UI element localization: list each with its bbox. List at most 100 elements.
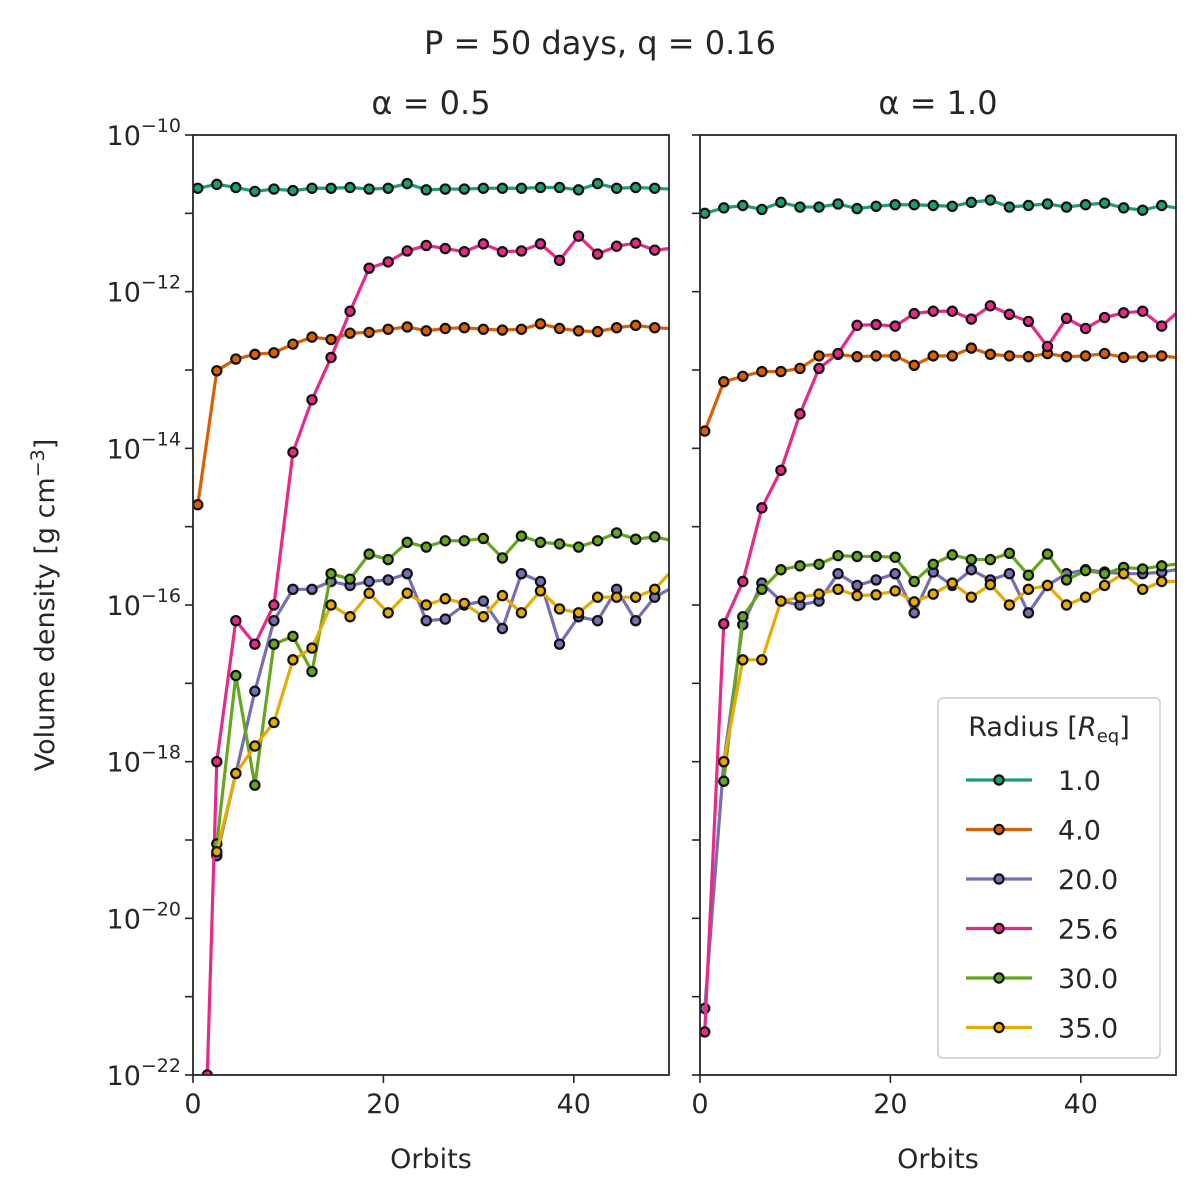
- data-point-20.0: [534, 575, 547, 588]
- data-point-35.0: [325, 599, 337, 611]
- data-point-35.0: [553, 603, 566, 615]
- data-point-1.0: [534, 181, 547, 194]
- data-point-25.6: [572, 230, 585, 242]
- data-point-35.0: [737, 654, 749, 666]
- data-point-35.0: [870, 589, 882, 601]
- data-point-30.0: [649, 531, 661, 543]
- data-point-4.0: [889, 350, 901, 362]
- data-point-1.0: [1003, 201, 1016, 213]
- data-point-35.0: [1136, 583, 1149, 596]
- data-point-4.0: [629, 319, 642, 332]
- legend-label: 20.0: [1058, 865, 1118, 896]
- legend-swatch-marker: [993, 922, 1005, 935]
- data-point-35.0: [1156, 575, 1168, 588]
- data-point-4.0: [515, 323, 528, 335]
- data-point-25.6: [965, 313, 978, 325]
- data-point-25.6: [1136, 305, 1149, 317]
- data-point-35.0: [794, 591, 806, 603]
- data-point-30.0: [610, 527, 623, 539]
- data-point-4.0: [477, 323, 490, 335]
- data-point-30.0: [534, 536, 547, 549]
- data-point-25.6: [325, 351, 337, 364]
- data-point-20.0: [249, 685, 261, 697]
- data-point-25.6: [201, 1069, 213, 1075]
- y-tick-label: 10−12: [107, 272, 181, 309]
- data-point-35.0: [832, 583, 844, 596]
- data-point-4.0: [649, 322, 661, 334]
- data-point-35.0: [1003, 599, 1016, 611]
- data-point-25.6: [458, 246, 471, 258]
- data-point-25.6: [1098, 311, 1111, 324]
- data-point-30.0: [439, 535, 451, 547]
- data-point-4.0: [553, 322, 566, 335]
- data-point-35.0: [211, 846, 223, 858]
- data-point-30.0: [401, 536, 413, 549]
- data-point-30.0: [477, 532, 490, 545]
- data-point-35.0: [649, 583, 661, 596]
- data-point-35.0: [363, 587, 375, 599]
- x-tick-label: 40: [557, 1089, 591, 1120]
- data-point-1.0: [477, 182, 490, 194]
- data-point-4.0: [946, 350, 958, 362]
- data-point-4.0: [1079, 350, 1092, 362]
- data-point-35.0: [1041, 579, 1054, 592]
- data-point-4.0: [1022, 350, 1035, 363]
- data-point-25.6: [591, 248, 604, 260]
- data-point-25.6: [363, 262, 375, 274]
- x-axis-label-panel-1: Orbits: [390, 1144, 472, 1175]
- data-point-4.0: [851, 350, 863, 363]
- data-point-20.0: [287, 583, 299, 596]
- legend-label: 35.0: [1058, 1014, 1118, 1045]
- data-point-20.0: [553, 638, 566, 650]
- data-point-30.0: [737, 611, 749, 623]
- data-point-1.0: [870, 200, 882, 212]
- data-point-35.0: [534, 585, 547, 597]
- data-point-35.0: [718, 755, 730, 768]
- data-point-4.0: [1117, 351, 1130, 364]
- data-point-30.0: [1156, 560, 1168, 572]
- data-point-35.0: [946, 577, 958, 589]
- data-point-25.6: [1060, 312, 1073, 324]
- data-point-25.6: [946, 305, 958, 317]
- x-tick-label: 0: [691, 1089, 708, 1120]
- data-point-4.0: [268, 347, 280, 359]
- data-point-1.0: [1098, 197, 1111, 209]
- data-point-1.0: [610, 182, 623, 194]
- data-point-1.0: [946, 200, 958, 212]
- data-point-35.0: [610, 591, 623, 603]
- data-point-30.0: [775, 564, 787, 576]
- data-point-35.0: [775, 595, 787, 607]
- data-point-35.0: [629, 591, 642, 603]
- data-point-35.0: [1060, 599, 1073, 611]
- data-point-35.0: [515, 607, 528, 619]
- panel-alpha-0.5: 10−22 10−20 10−18 10−16 10−14 10−12 10−10 0 20 40: [107, 115, 670, 1120]
- data-point-35.0: [572, 607, 585, 619]
- data-point-35.0: [382, 607, 394, 619]
- data-point-4.0: [382, 323, 394, 335]
- data-point-25.6: [515, 245, 528, 257]
- data-point-30.0: [1136, 563, 1149, 575]
- data-point-4.0: [193, 499, 204, 511]
- data-point-30.0: [515, 530, 528, 542]
- y-axis-label-close: ]: [30, 439, 61, 450]
- data-point-1.0: [927, 199, 939, 212]
- data-point-25.6: [439, 242, 451, 255]
- data-point-30.0: [1003, 547, 1016, 560]
- data-point-4.0: [439, 322, 451, 335]
- data-point-20.0: [591, 614, 604, 627]
- data-point-30.0: [268, 638, 280, 650]
- data-point-35.0: [927, 588, 939, 600]
- data-point-30.0: [306, 665, 318, 678]
- data-point-20.0: [477, 595, 490, 607]
- data-point-30.0: [718, 775, 730, 787]
- y-axis-label-text: Volume density [g cm: [30, 477, 61, 771]
- data-point-30.0: [572, 541, 585, 553]
- data-point-30.0: [420, 541, 432, 553]
- data-point-25.6: [1003, 308, 1016, 321]
- y-tick-label: 10−16: [107, 585, 181, 622]
- data-point-35.0: [249, 740, 261, 752]
- legend-label: 30.0: [1058, 964, 1118, 995]
- data-point-35.0: [458, 597, 471, 610]
- data-point-30.0: [1022, 569, 1035, 581]
- data-point-1.0: [1156, 199, 1168, 212]
